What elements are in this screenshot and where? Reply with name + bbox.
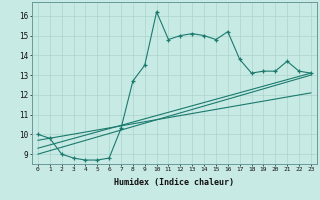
- X-axis label: Humidex (Indice chaleur): Humidex (Indice chaleur): [115, 178, 234, 187]
